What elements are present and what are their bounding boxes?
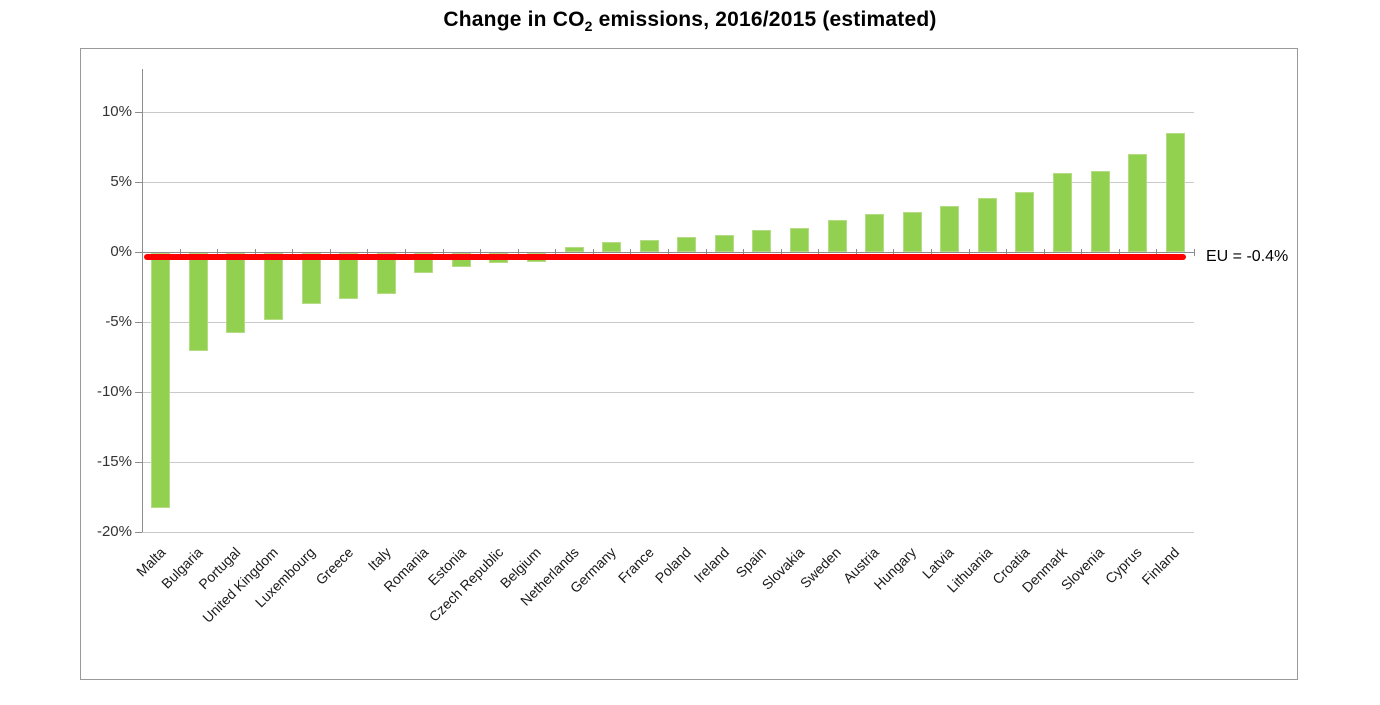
chart-title: Change in CO2 emissions, 2016/2015 (esti… <box>0 8 1380 34</box>
bar-latvia <box>940 206 960 253</box>
bar-greece <box>339 253 359 300</box>
y-axis-tick <box>135 322 142 324</box>
x-axis-tick <box>1081 249 1083 257</box>
gridline <box>142 322 1194 324</box>
y-axis-tick-label: -15% <box>96 453 132 471</box>
x-axis-tick <box>142 249 143 257</box>
x-axis-tick <box>592 249 594 257</box>
x-axis-tick <box>630 249 632 257</box>
bar-finland <box>1165 133 1185 253</box>
gridline <box>142 462 1194 464</box>
x-axis-tick <box>780 249 782 257</box>
x-axis-tick <box>480 249 482 257</box>
y-axis-tick-label: -20% <box>96 523 132 540</box>
x-axis-tick <box>1118 249 1120 257</box>
x-axis-tick <box>668 249 669 257</box>
x-axis-tick <box>968 249 970 257</box>
y-axis-line <box>142 69 143 532</box>
gridline <box>142 532 1194 533</box>
x-axis-label-greece: Greece <box>312 544 356 588</box>
y-axis-tick <box>135 392 142 394</box>
y-axis-tick <box>135 182 142 184</box>
y-axis-tick <box>135 252 142 254</box>
bar-slovenia <box>1090 171 1110 253</box>
x-axis-label-finland: Finland <box>1138 544 1183 588</box>
bar-denmark <box>1053 172 1072 253</box>
bar-austria <box>865 214 885 253</box>
eu-reference-line-label: EU = -0.4% <box>1206 248 1289 266</box>
x-axis-tick <box>254 249 256 257</box>
y-axis-tick <box>135 112 142 114</box>
chart-title-prefix: Change in CO <box>443 8 585 31</box>
x-axis-tick <box>292 249 294 257</box>
bar-united-kingdom <box>264 253 283 321</box>
chart-title-subscript: 2 <box>584 18 593 35</box>
y-axis-tick <box>135 462 142 464</box>
x-axis-tick <box>329 249 331 257</box>
bar-slovakia <box>790 228 809 253</box>
y-axis-tick-label: -5% <box>105 313 132 331</box>
gridline <box>142 182 1194 184</box>
chart-plot-area: 10% 5% 0% -5% -10% -15% -20% EU = -0.4% Malta Bul… <box>97 69 1288 626</box>
x-axis-label-cyprus: Cyprus <box>1102 544 1145 587</box>
bar-italy <box>376 253 396 294</box>
y-axis-tick-label: 10% <box>101 103 132 121</box>
bar-luxembourg <box>301 253 321 304</box>
y-axis-tick-label: 0% <box>110 243 132 261</box>
bar-ireland <box>714 235 734 253</box>
chart-plot-frame: 10% 5% 0% -5% -10% -15% -20% EU = -0.4% Malta Bul… <box>80 48 1298 680</box>
y-axis-tick <box>135 532 142 533</box>
bar-poland <box>677 236 697 253</box>
x-axis-tick <box>367 249 369 257</box>
x-axis-tick <box>893 249 895 257</box>
gridline <box>142 392 1194 394</box>
bar-france <box>639 239 659 253</box>
y-axis-tick-label: -10% <box>96 383 132 401</box>
x-axis-tick <box>217 249 219 257</box>
bar-hungary <box>902 211 922 253</box>
chart-title-suffix: emissions, 2016/2015 (estimated) <box>592 8 937 31</box>
bar-portugal <box>226 253 246 333</box>
gridline <box>142 112 1194 114</box>
bar-bulgaria <box>188 253 208 352</box>
x-axis-tick <box>1194 249 1195 257</box>
x-axis-tick <box>555 249 557 257</box>
bar-croatia <box>1015 192 1035 253</box>
bar-cyprus <box>1128 154 1148 253</box>
x-axis-tick <box>931 249 932 257</box>
x-axis-tick <box>179 249 181 257</box>
bar-sweden <box>827 220 847 253</box>
bar-germany <box>602 242 622 253</box>
bar-malta <box>151 253 171 508</box>
x-axis-tick <box>442 249 444 257</box>
x-axis-tick <box>1006 249 1008 257</box>
x-axis-tick <box>743 249 745 257</box>
x-axis-tick <box>855 249 857 257</box>
x-axis-label-italy: Italy <box>364 544 394 574</box>
x-axis-label-ireland: Ireland <box>690 544 732 586</box>
x-axis-tick <box>405 249 406 257</box>
y-axis-tick-label: 5% <box>110 173 132 191</box>
bar-lithuania <box>977 197 997 253</box>
x-axis-label-poland: Poland <box>651 544 695 587</box>
x-axis-label-france: France <box>614 544 657 587</box>
eu-reference-line <box>144 254 1186 261</box>
x-axis-label-sweden: Sweden <box>797 544 845 592</box>
x-axis-tick <box>517 249 519 257</box>
x-axis-tick <box>705 249 707 257</box>
bar-spain <box>752 229 772 253</box>
x-axis-tick <box>1156 249 1158 257</box>
bar-netherlands <box>564 246 584 253</box>
x-axis-tick <box>818 249 820 257</box>
x-axis-tick <box>1043 249 1045 257</box>
